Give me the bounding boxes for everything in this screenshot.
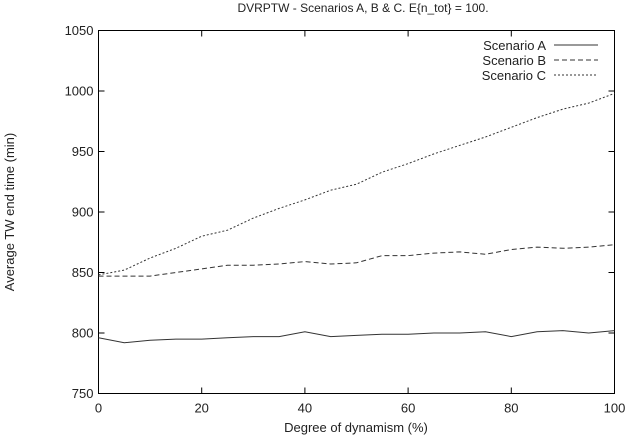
x-axis: 0 20 40 60 80 100	[95, 30, 626, 416]
series-line-scenario-a	[98, 330, 615, 344]
x-tick-label: 20	[194, 401, 208, 416]
x-tick-label: 60	[401, 401, 415, 416]
y-axis: 750 800 850 900 950 1000 1050	[65, 23, 615, 401]
series-line-scenario-b	[98, 244, 615, 277]
legend-label: Scenario A	[483, 38, 546, 53]
x-tick-label: 40	[298, 401, 312, 416]
series-line-scenario-c	[98, 92, 615, 276]
y-axis-label: Average TW end time (min)	[2, 133, 17, 291]
y-tick-label: 850	[72, 265, 94, 280]
y-tick-label: 750	[72, 386, 94, 401]
x-tick-label: 0	[95, 401, 102, 416]
y-tick-label: 1050	[65, 23, 94, 38]
y-tick-label: 950	[72, 144, 94, 159]
chart-title: DVRPTW - Scenarios A, B & C. E{n_tot} = …	[237, 1, 488, 15]
x-axis-label: Degree of dynamism (%)	[284, 420, 428, 435]
series-lines	[98, 92, 615, 344]
x-tick-label: 100	[604, 401, 626, 416]
legend-label: Scenario B	[482, 53, 546, 68]
legend-label: Scenario C	[482, 68, 546, 83]
x-tick-label: 80	[504, 401, 518, 416]
y-tick-label: 900	[72, 205, 94, 220]
y-tick-label: 1000	[65, 84, 94, 99]
y-tick-label: 800	[72, 326, 94, 341]
